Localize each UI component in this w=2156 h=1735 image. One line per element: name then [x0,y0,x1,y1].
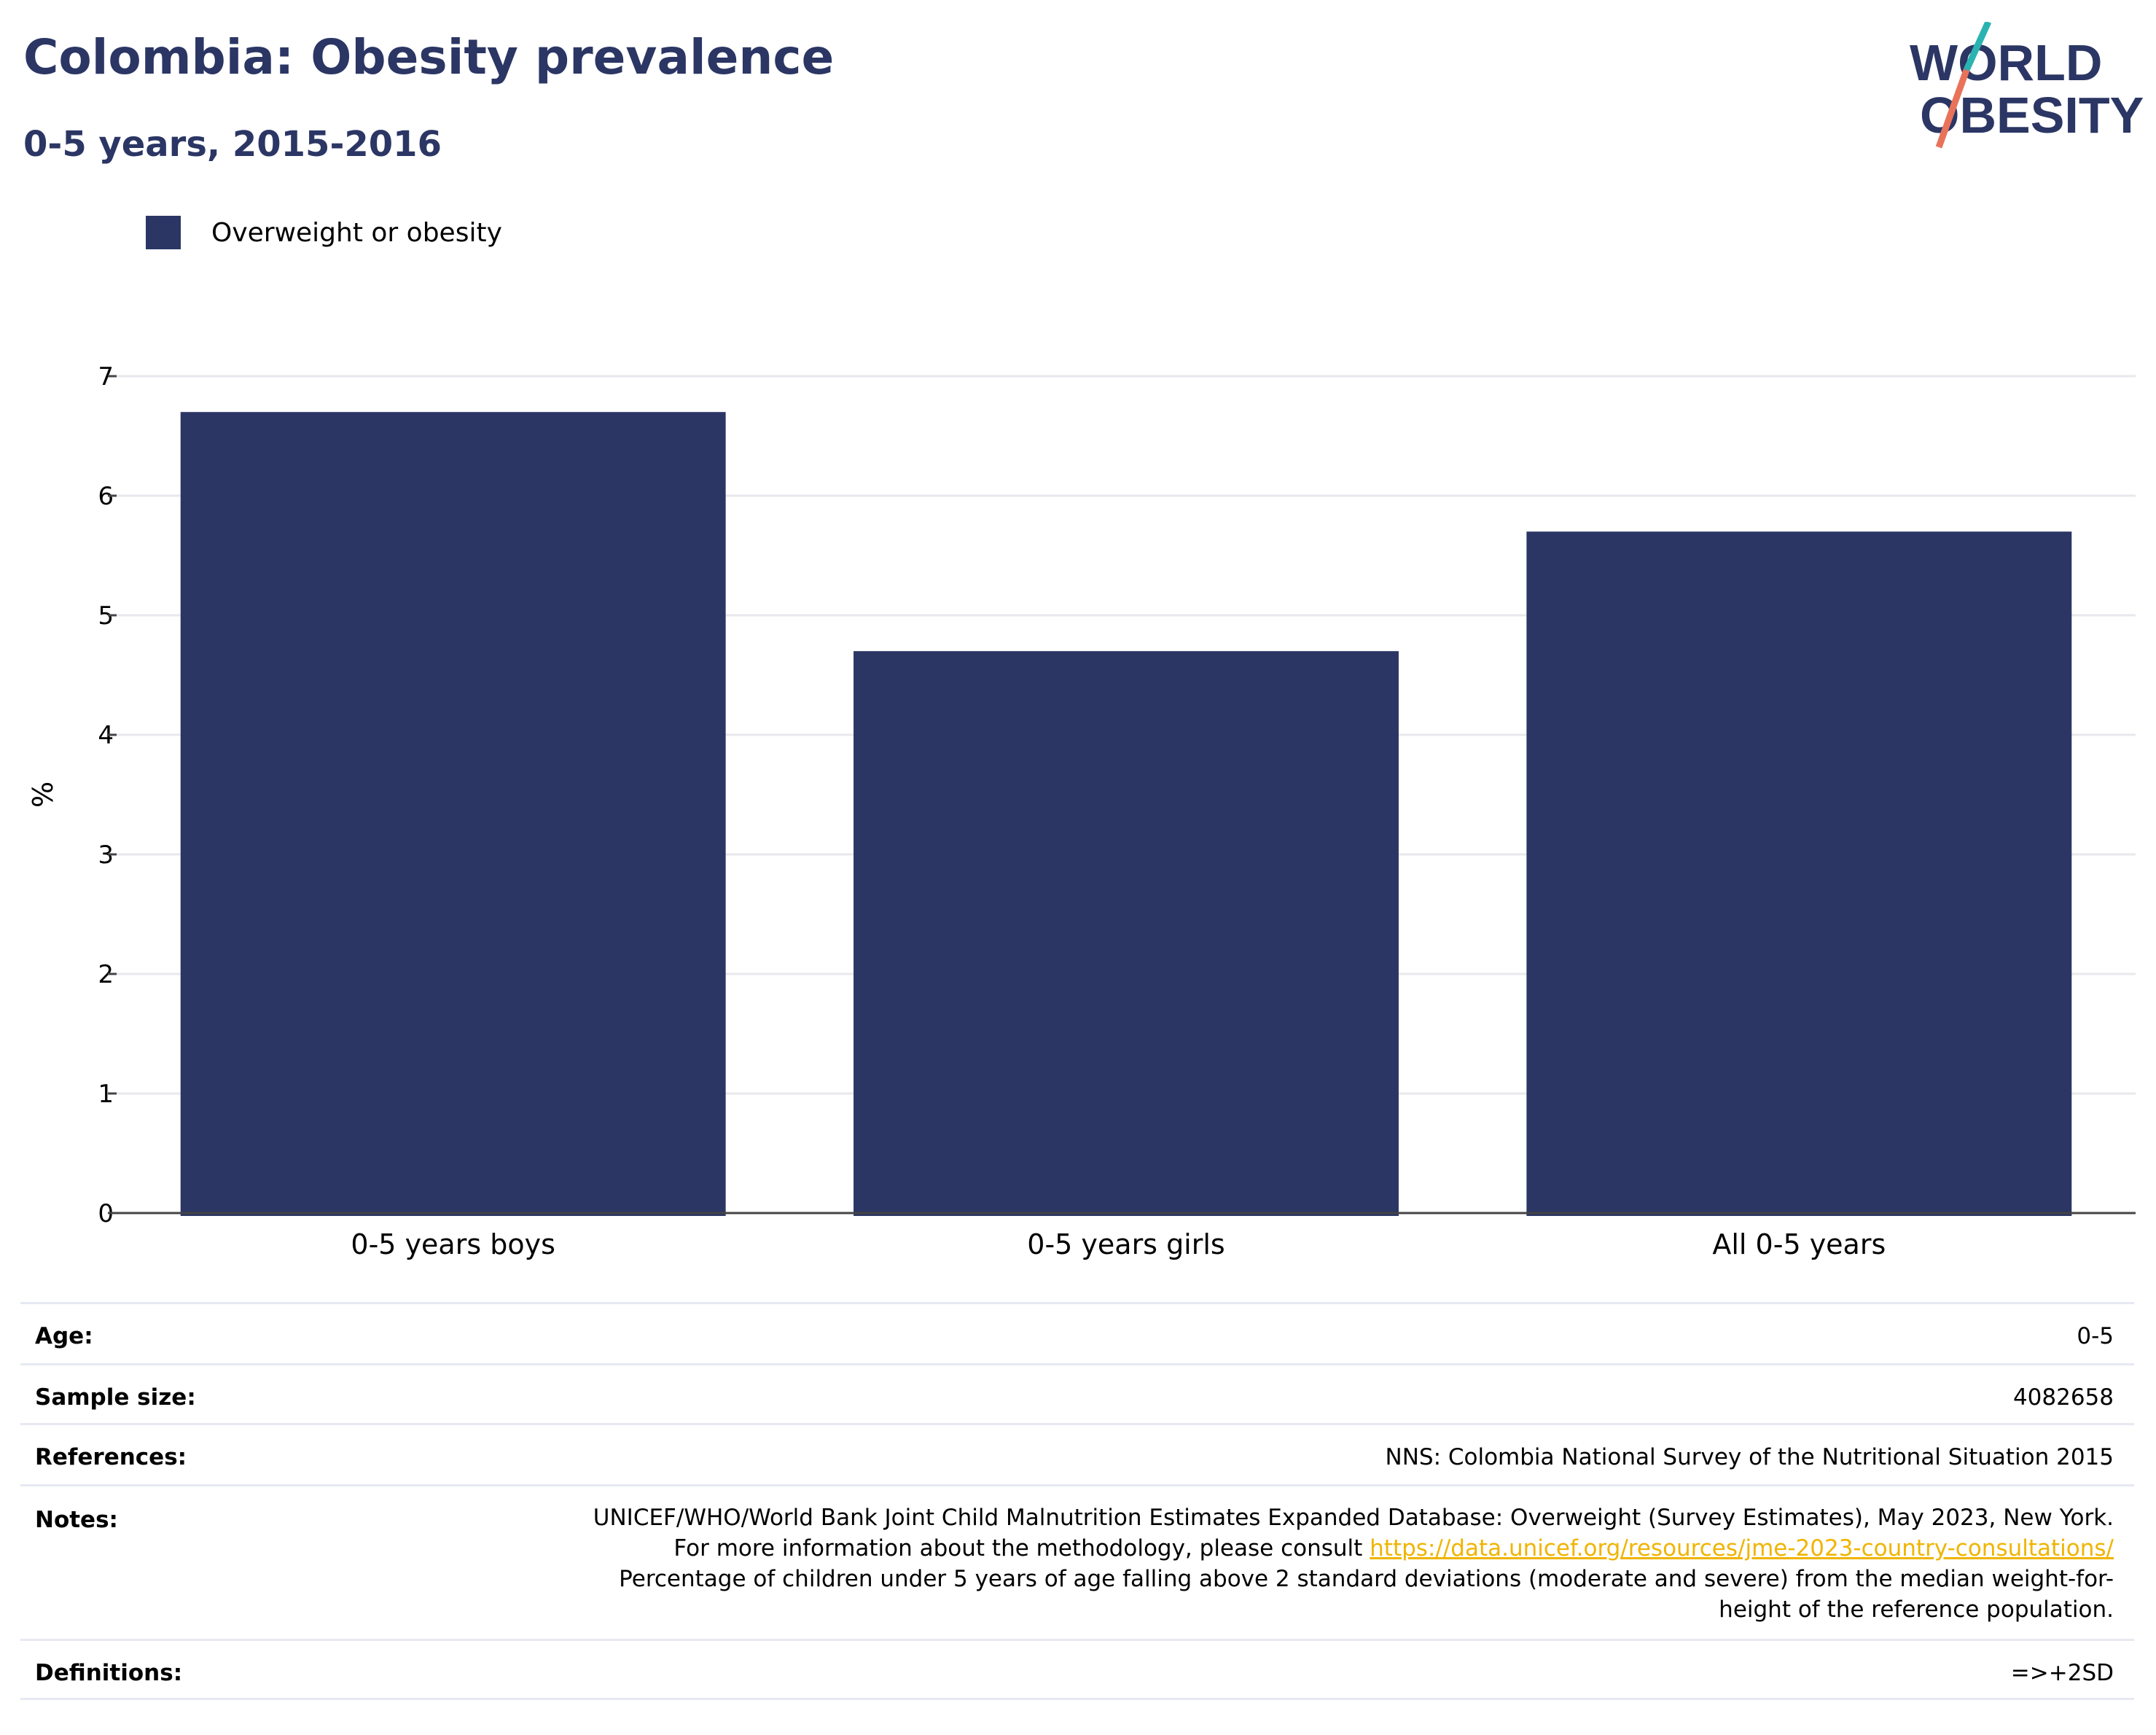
bar [1526,531,2072,1216]
y-tick-label: 7 [98,362,114,391]
sample-size-label: Sample size: [35,1384,196,1411]
definitions-label: Definitions: [35,1660,183,1686]
age-row: Age: 0-5 [20,1302,2134,1363]
age-value: 0-5 [2077,1323,2114,1349]
x-tick-label: 0-5 years girls [1027,1228,1225,1260]
logo-word-world: WORLD [1910,34,2102,91]
notes-value: UNICEF/WHO/World Bank Joint Child Malnut… [554,1502,2114,1625]
definitions-row: Definitions: =>+2SD [20,1639,2134,1700]
logo-slash-teal [1963,22,1992,71]
definitions-value: =>+2SD [2010,1660,2114,1686]
x-tick-label: 0-5 years boys [351,1228,555,1260]
sample-size-row: Sample size: 4082658 [20,1363,2134,1423]
bar [854,651,1399,1216]
references-row: References: NNS: Colombia National Surve… [20,1423,2134,1484]
chart-subtitle: 0-5 years, 2015-2016 [23,124,442,165]
legend-swatch [146,216,181,249]
y-tick-label: 4 [98,721,114,750]
y-tick-label: 3 [98,841,114,870]
age-label: Age: [35,1323,93,1349]
bar [180,412,726,1217]
legend[interactable]: Overweight or obesity [146,216,502,249]
y-axis-label: % [27,781,59,808]
legend-label: Overweight or obesity [211,217,502,248]
y-tick-label: 6 [98,482,114,511]
references-label: References: [35,1444,187,1470]
chart-title: Colombia: Obesity prevalence [23,29,835,85]
logo-slash-coral [1935,69,1970,149]
references-value: NNS: Colombia National Survey of the Nut… [1385,1444,2114,1470]
y-tick-label: 0 [98,1199,114,1228]
notes-text-after: Percentage of children under 5 years of … [619,1566,2114,1623]
notes-text-before: UNICEF/WHO/World Bank Joint Child Malnut… [593,1505,2114,1562]
notes-link[interactable]: https://data.unicef.org/resources/jme-20… [1370,1535,2114,1562]
bar-chart: 0 1 2 3 4 5 6 7 0-5 years boys 0-5 years girls All… [27,362,2136,1260]
x-tick-label: All 0-5 years [1712,1228,1886,1260]
notes-label: Notes: [35,1507,118,1533]
y-tick-label: 1 [98,1080,114,1109]
world-obesity-logo: WORLD OBESITY [1910,22,2143,149]
y-tick-label: 5 [98,601,114,631]
y-tick-label: 2 [98,960,114,989]
sample-size-value: 4082658 [2012,1384,2114,1411]
notes-row: Notes: UNICEF/WHO/World Bank Joint Child… [20,1484,2134,1639]
